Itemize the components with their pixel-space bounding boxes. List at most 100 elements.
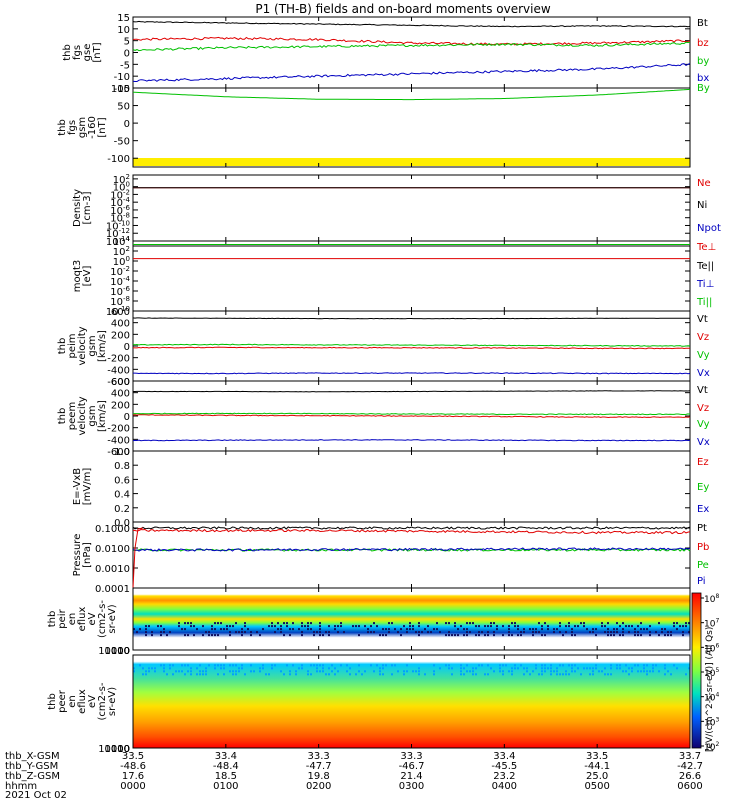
speckle (514, 622, 516, 625)
speckle (202, 673, 204, 676)
speckle (244, 673, 246, 676)
speckle (190, 667, 192, 670)
speckle (604, 625, 606, 628)
speckle (346, 664, 348, 667)
speckle (616, 628, 618, 631)
speckle (511, 622, 513, 625)
speckle (208, 664, 210, 667)
footer-value: -44.1 (584, 761, 610, 772)
colorbar-ticks: 108 107 106 105 104 103 102 (701, 593, 719, 753)
speckle (241, 628, 243, 631)
speckle (466, 628, 468, 631)
pressure-ramp (132, 527, 144, 589)
speckle (472, 622, 474, 625)
speckle (220, 628, 222, 631)
speckle (502, 670, 504, 673)
y-tick-label: 0.6 (114, 475, 130, 486)
speckle (391, 622, 393, 625)
speckle (586, 628, 588, 631)
colorbar-tick-label: 107 (704, 618, 719, 630)
speckle (376, 625, 378, 628)
speckle (346, 670, 348, 673)
speckle (448, 631, 450, 634)
speckle (625, 664, 627, 667)
speckle (643, 670, 645, 673)
speckle (373, 670, 375, 673)
speckle (589, 667, 591, 670)
speckle (325, 631, 327, 634)
speckle (340, 664, 342, 667)
speckle (463, 673, 465, 676)
speckle (490, 622, 492, 625)
speckle (202, 625, 204, 628)
speckle (649, 634, 651, 637)
speckle (241, 631, 243, 634)
speckle (619, 634, 621, 637)
speckle (664, 634, 666, 637)
y-tick-label: 10-10 (106, 305, 130, 318)
panel-peim_velocity: 6004002000-200-400-600thbpeimvelocitygsm… (57, 307, 710, 388)
speckle (418, 631, 420, 634)
speckle (559, 664, 561, 667)
speckle (232, 670, 234, 673)
speckle (541, 634, 543, 637)
speckle (184, 622, 186, 625)
speckle (637, 625, 639, 628)
speckle (184, 634, 186, 637)
y-axis-label: thbpeirenefluxeV(cm2-s-sr-eV) (47, 600, 118, 638)
y-tick-label: 10000 (98, 646, 130, 657)
speckle (460, 664, 462, 667)
speckle (574, 664, 576, 667)
y-tick-label: 15 (117, 13, 130, 24)
series-line-Pb (132, 528, 691, 535)
speckle (658, 622, 660, 625)
speckle (172, 664, 174, 667)
panel-frame (132, 450, 691, 523)
speckle (301, 625, 303, 628)
speckle (208, 631, 210, 634)
speckle (562, 634, 564, 637)
y-axis-label: E=-VxB[mV/m] (72, 468, 93, 506)
speckle (310, 622, 312, 625)
speckle (214, 664, 216, 667)
speckle (523, 667, 525, 670)
speckle (190, 670, 192, 673)
footer-value: 33.3 (308, 751, 330, 762)
speckle (637, 664, 639, 667)
speckle (586, 667, 588, 670)
speckle (169, 664, 171, 667)
footer-row-label: 2021 Oct 02 (5, 790, 67, 800)
speckle (202, 634, 204, 637)
speckle (418, 667, 420, 670)
legend-Ni: Ni (697, 200, 707, 211)
legend-Vz: Vz (697, 332, 709, 343)
speckle (646, 628, 648, 631)
speckle (301, 631, 303, 634)
speckle (574, 625, 576, 628)
speckle (280, 625, 282, 628)
speckle (616, 664, 618, 667)
speckle (622, 631, 624, 634)
y-tick-label: 400 (111, 389, 130, 400)
speckle (328, 631, 330, 634)
speckle (571, 670, 573, 673)
speckle (676, 628, 678, 631)
speckle (457, 634, 459, 637)
speckle (205, 667, 207, 670)
speckle (601, 670, 603, 673)
speckle (445, 664, 447, 667)
speckle (241, 634, 243, 637)
speckle (685, 673, 687, 676)
speckle (190, 673, 192, 676)
speckle (235, 673, 237, 676)
speckle (595, 634, 597, 637)
speckle (487, 673, 489, 676)
speckle (562, 664, 564, 667)
speckle (391, 673, 393, 676)
legend-By: By (697, 83, 710, 94)
speckle (343, 631, 345, 634)
speckle (403, 670, 405, 673)
speckle (199, 673, 201, 676)
speckle (688, 622, 690, 625)
